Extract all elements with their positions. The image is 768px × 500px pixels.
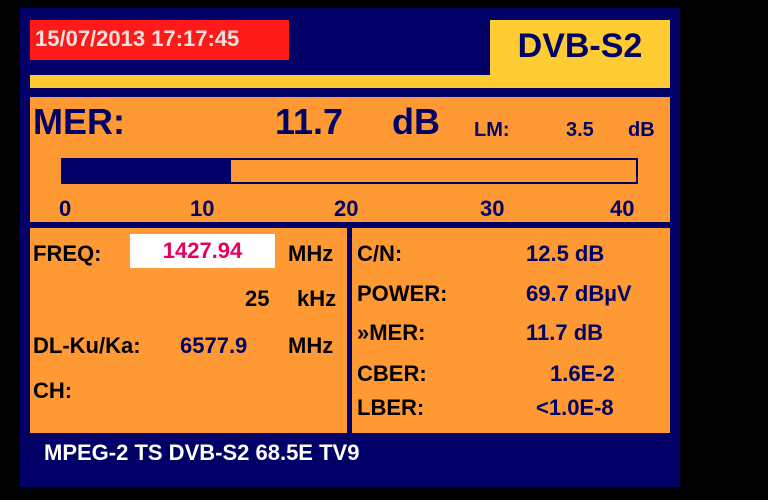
mer-bar xyxy=(61,158,638,184)
mer-value: 11.7 xyxy=(275,101,344,142)
freq-unit: MHz xyxy=(288,241,334,266)
standard-badge: DVB-S2 xyxy=(490,20,670,80)
cn-label: C/N: xyxy=(357,241,403,266)
offset-value: 25 xyxy=(245,286,270,311)
tuning-panel: FREQ: 1427.94 MHz 25 kHz DL-Ku/Ka: 6577.… xyxy=(30,228,347,433)
dl-unit: MHz xyxy=(288,333,334,358)
mer2-label: »MER: xyxy=(357,320,426,345)
cber-value: 1.6E-2 xyxy=(550,361,615,386)
freq-input[interactable]: 1427.94 xyxy=(130,234,275,268)
cber-label: CBER: xyxy=(357,361,427,386)
mer-unit: dB xyxy=(392,101,440,142)
lm-value: 3.5 xyxy=(566,119,594,141)
datetime: 15/07/2013 17:17:45 xyxy=(30,20,289,60)
service-info: MPEG-2 TS DVB-S2 68.5E TV9 xyxy=(44,440,360,465)
power-value: 69.7 dBµV xyxy=(526,281,632,306)
offset-unit: kHz xyxy=(297,286,337,311)
mer-bar-fill xyxy=(63,160,231,182)
dl-label: DL-Ku/Ka: xyxy=(33,333,141,358)
lm-unit: dB xyxy=(628,119,655,141)
power-label: POWER: xyxy=(357,281,448,306)
scale-20: 20 xyxy=(334,196,359,221)
scale-30: 30 xyxy=(480,196,505,221)
freq-label: FREQ: xyxy=(33,241,102,266)
measurements-panel: C/N: 12.5 dB POWER: 69.7 dBµV »MER: 11.7… xyxy=(352,228,670,433)
ch-label: CH: xyxy=(33,378,73,403)
cn-value: 12.5 dB xyxy=(526,241,605,266)
lber-value: <1.0E-8 xyxy=(536,395,614,420)
dl-value: 6577.9 xyxy=(180,333,248,358)
scale-10: 10 xyxy=(190,196,215,221)
lber-label: LBER: xyxy=(357,395,425,420)
lm-label: LM: xyxy=(474,119,510,141)
mer-label: MER: xyxy=(33,101,125,142)
mer2-value: 11.7 dB xyxy=(526,320,604,345)
mer-panel: MER: 11.7 dB LM: 3.5 dB 0 10 20 30 40 xyxy=(30,97,670,222)
header-strip xyxy=(30,75,670,88)
scale-0: 0 xyxy=(59,196,72,221)
scale-40: 40 xyxy=(610,196,635,221)
